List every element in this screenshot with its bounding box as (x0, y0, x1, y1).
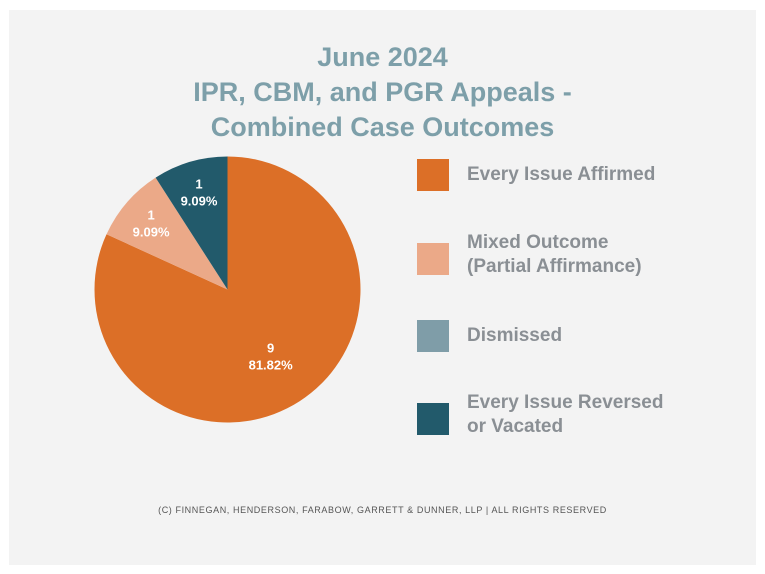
legend-swatch-dismissed (417, 320, 449, 352)
pie-chart: 9 81.82% 1 9.09% 1 9.09% (94, 156, 361, 423)
pie-percent-label-mixed: 9.09% (133, 224, 170, 239)
legend-label-reversed: Every Issue Reversed or Vacated (467, 392, 664, 437)
pie-value-label-reversed: 1 (195, 177, 202, 192)
legend-item-dismissed: Dismissed (417, 320, 562, 352)
legend-swatch-reversed (417, 403, 449, 435)
pie-slice-reversed (155, 156, 228, 290)
legend-item-affirmed: Every Issue Affirmed (417, 159, 655, 191)
pie-percent-label-affirmed: 81.82% (249, 358, 294, 373)
pie-slice-affirmed (94, 156, 361, 423)
legend-label-affirmed: Every Issue Affirmed (467, 164, 656, 185)
legend-label-dismissed: Dismissed (467, 325, 563, 346)
legend-item-mixed: Mixed Outcome (Partial Affirmance) (417, 232, 642, 279)
chart-title-line-3: Combined Case Outcomes (210, 112, 555, 142)
legend-item-reversed: Every Issue Reversed or Vacated (417, 392, 663, 439)
chart-title-line-1: June 2024 (317, 42, 448, 72)
pie-value-label-affirmed: 9 (267, 341, 274, 356)
chart-title: June 2024 IPR, CBM, and PGR Appeals - Co… (0, 40, 765, 145)
legend-swatch-mixed (417, 243, 449, 275)
pie-value-label-mixed: 1 (147, 207, 154, 222)
legend-label-mixed: Mixed Outcome (Partial Affirmance) (467, 232, 642, 277)
copyright-footer: (C) FINNEGAN, HENDERSON, FARABOW, GARRET… (158, 505, 607, 515)
pie-slice-mixed (106, 177, 228, 290)
legend-swatch-affirmed (417, 159, 449, 191)
chart-title-line-2: IPR, CBM, and PGR Appeals - (193, 77, 572, 107)
pie-percent-label-reversed: 9.09% (181, 194, 218, 209)
